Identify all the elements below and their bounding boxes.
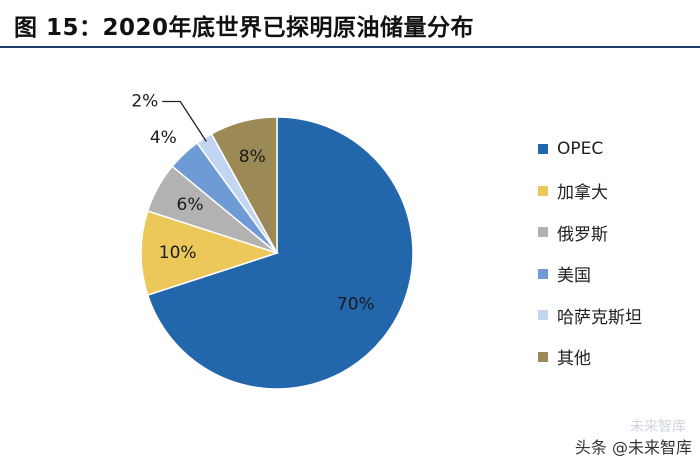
pie-slice-0: [146, 116, 414, 390]
slice-label-2: 6%: [177, 195, 204, 215]
legend-label: 美国: [557, 266, 591, 286]
legend-swatch: [538, 351, 548, 362]
slice-label-4: 2%: [131, 92, 158, 112]
slice-label-0: 70%: [337, 294, 375, 314]
chart-legend: OPEC 加拿大俄罗斯美国哈萨克斯坦其他: [538, 138, 642, 387]
legend-swatch: [538, 227, 548, 237]
legend-label: 哈萨克斯坦: [557, 307, 642, 328]
slice-label-3: 4%: [150, 128, 177, 148]
pie-slice-1: [140, 210, 280, 296]
pie-slice-5: [210, 116, 278, 254]
watermark-faint: 未来智库: [630, 419, 686, 435]
slice-label-1: 10%: [159, 243, 197, 263]
legend-item-3: 美国: [538, 263, 642, 286]
chart-title: 图 15：2020年底世界已探明原油储量分布: [14, 15, 475, 41]
legend-label: 俄罗斯: [557, 224, 608, 245]
legend-swatch: [538, 268, 548, 279]
watermark: 头条 @未来智库: [575, 434, 692, 458]
legend-label: 其他: [557, 349, 591, 369]
title-bar: 图 15：2020年底世界已探明原油储量分布: [0, 0, 700, 48]
pie-slices: [140, 116, 414, 390]
leader-line-4: [162, 100, 207, 142]
legend-label: 加拿大: [557, 183, 608, 203]
legend-item-2: 俄罗斯: [538, 221, 642, 245]
legend-item-0: OPEC: [538, 138, 642, 160]
pie-labels: 70% 10% 6% 4% 2% 8%: [131, 92, 374, 315]
legend-item-4: 哈萨克斯坦: [538, 304, 642, 328]
legend-item-1: 加拿大: [538, 180, 642, 203]
title-divider: [0, 46, 700, 48]
legend-swatch: [538, 185, 548, 196]
legend-swatch: [538, 310, 548, 320]
legend-label: OPEC: [557, 139, 604, 159]
slice-label-5: 8%: [239, 147, 266, 167]
watermark-text: 头条 @未来智库: [574, 438, 692, 457]
legend-item-5: 其他: [538, 346, 642, 369]
legend-swatch: [538, 144, 548, 154]
